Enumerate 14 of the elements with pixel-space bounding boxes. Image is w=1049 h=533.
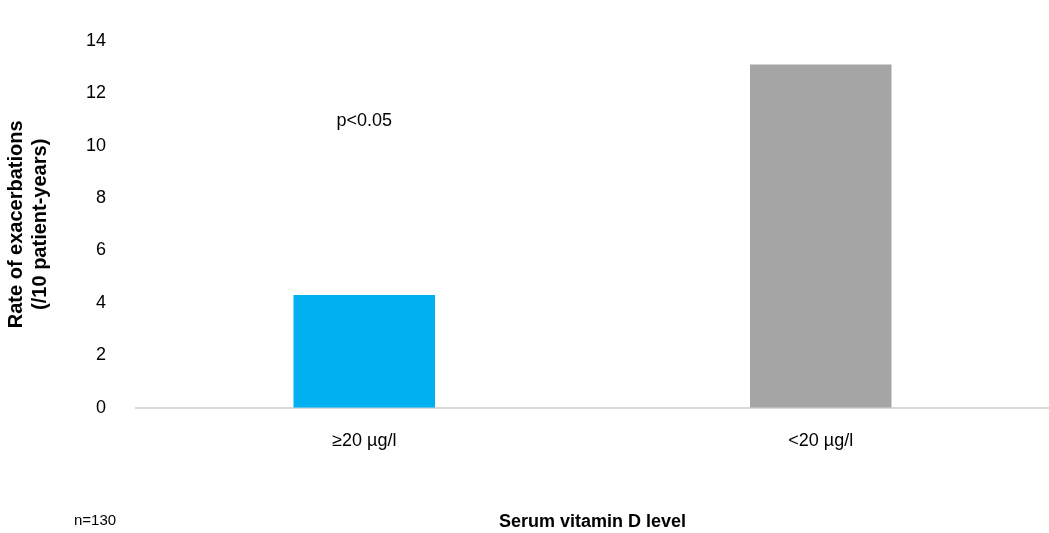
y-tick-label: 2 — [96, 344, 107, 365]
annotation: p<0.05 — [336, 109, 393, 130]
y-tick-label: 12 — [85, 82, 107, 103]
y-tick-label: 6 — [96, 239, 107, 260]
x-axis-title: Serum vitamin D level — [498, 511, 687, 532]
y-tick-label: 14 — [85, 29, 107, 50]
text: n=130 — [74, 511, 117, 529]
y-tick-label: 0 — [96, 396, 107, 417]
y-axis-title: Rate of exacerbations (/10 patient-years) — [3, 120, 50, 329]
x-tick-label: ≥20 µg/l — [332, 429, 397, 450]
y-tick-label: 8 — [96, 187, 107, 208]
y-tick-label: 4 — [96, 291, 107, 312]
x-tick-label: <20 µg/l — [788, 429, 854, 450]
y-tick-label: 10 — [85, 134, 107, 155]
